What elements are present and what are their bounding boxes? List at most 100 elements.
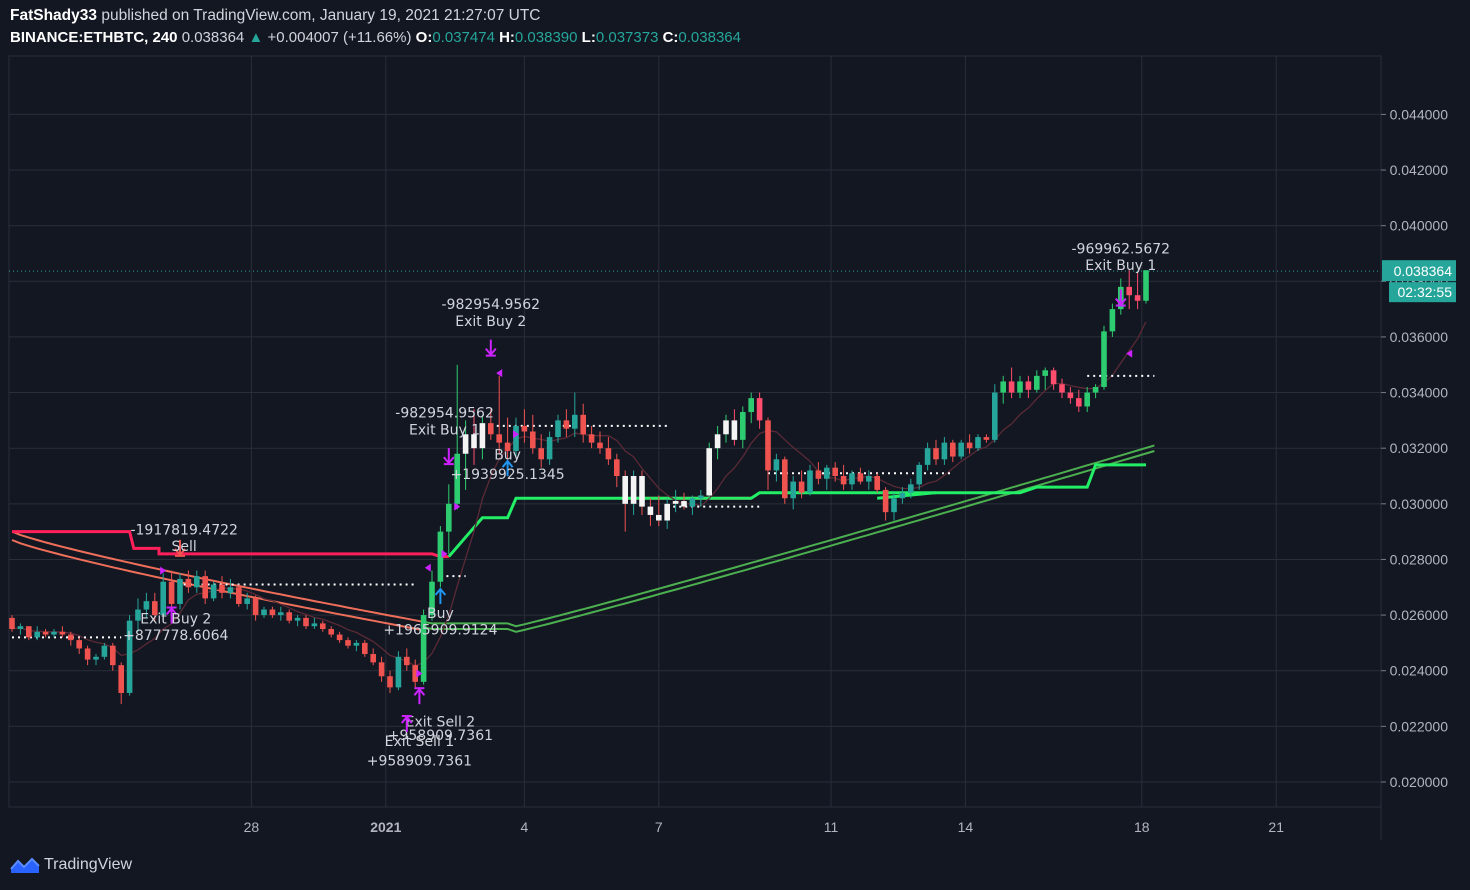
candle-body: [555, 420, 561, 438]
signal-label-top: Exit Sell 2: [406, 714, 476, 730]
candle: [1034, 370, 1040, 393]
candle-body: [639, 476, 645, 507]
candle: [807, 464, 813, 496]
candle-body: [286, 612, 292, 621]
time-tick-label: 14: [958, 819, 974, 835]
candle-body: [437, 531, 444, 582]
tradingview-logo[interactable]: TradingView: [10, 856, 132, 874]
signal-label-bottom: +1965909.9124: [383, 623, 497, 639]
candle: [152, 592, 158, 621]
candle: [185, 570, 192, 593]
candle-body: [874, 476, 880, 490]
slow-ma-upper: [423, 444, 1155, 628]
symbol-label[interactable]: BINANCE:ETHBTC, 240: [10, 29, 178, 46]
candle: [706, 442, 712, 499]
candle-body: [840, 476, 847, 485]
candle: [1008, 367, 1015, 399]
candle: [1025, 375, 1032, 399]
signal-label-bottom: Exit Buy 1: [1085, 258, 1156, 274]
candle: [395, 651, 402, 691]
candle-body: [194, 576, 200, 588]
signal-arrow-icon: [165, 606, 178, 624]
author-name[interactable]: FatShady33: [10, 7, 98, 24]
price-tick-label: 0.042000: [1390, 162, 1449, 178]
last-price: 0.038364: [181, 29, 245, 46]
candle: [244, 592, 250, 610]
candle: [849, 470, 855, 490]
axes: 0.0440000.0420000.0400000.0380000.036000…: [244, 106, 1456, 835]
candle: [563, 409, 570, 438]
candle: [765, 417, 771, 490]
signal-label-top: Buy: [494, 447, 521, 463]
candle: [93, 654, 99, 666]
candle: [303, 615, 309, 629]
candle-body: [294, 617, 301, 621]
candle-body: [924, 448, 931, 465]
candle-body: [429, 581, 435, 616]
signal-arrow-icon: [401, 714, 413, 732]
signal-arrow-icon: [434, 587, 447, 605]
low-value: 0.037373: [595, 29, 659, 46]
candle: [815, 462, 822, 485]
candle-body: [244, 598, 250, 604]
time-tick-label: 2021: [370, 819, 401, 835]
candle: [462, 420, 469, 490]
last-price-badge: [1382, 260, 1456, 282]
candle-body: [966, 442, 973, 449]
candle: [975, 434, 981, 451]
tradingview-wordmark: TradingView: [44, 856, 133, 873]
candle: [546, 431, 553, 465]
candle-body: [563, 420, 570, 429]
candle: [17, 623, 24, 635]
candle: [916, 462, 922, 490]
candle-body: [126, 620, 133, 693]
candle: [345, 637, 351, 649]
candle: [681, 492, 687, 510]
candle: [538, 434, 544, 468]
candle-body: [110, 645, 116, 666]
candle: [269, 606, 276, 618]
candle-body: [303, 617, 309, 627]
candle: [488, 409, 494, 440]
candle: [933, 439, 939, 465]
candle: [639, 470, 645, 515]
candle: [387, 670, 393, 693]
candle: [286, 609, 292, 624]
price-tick-label: 0.020000: [1390, 774, 1449, 790]
signal-arrow-icon: [174, 539, 186, 557]
candle-body: [370, 654, 376, 663]
signal-triangle-icon: [454, 502, 461, 511]
candle: [135, 598, 141, 632]
candle: [353, 640, 360, 652]
candle: [1050, 367, 1057, 390]
published-text: published on TradingView.com, January 19…: [101, 7, 541, 24]
candle-body: [496, 434, 502, 443]
signal-label-top: Exit Sell 1: [385, 734, 455, 750]
candle-body: [252, 598, 259, 616]
time-tick-label: 28: [244, 819, 260, 835]
signal-label-top: Buy: [427, 606, 454, 622]
candle-body: [714, 434, 721, 449]
arrow-head: [434, 587, 447, 596]
arrow-head: [501, 459, 514, 468]
candle: [832, 462, 838, 482]
candle: [874, 473, 880, 493]
candle-body: [1025, 381, 1032, 390]
candle: [689, 495, 696, 515]
candle: [605, 437, 612, 465]
candle: [160, 573, 166, 621]
candle-body: [1092, 386, 1099, 393]
candle: [857, 467, 864, 485]
candle-body: [185, 578, 192, 588]
candle-body: [219, 584, 225, 593]
candle-body: [471, 434, 477, 449]
candle-body: [958, 442, 964, 457]
signal-arrow-icon: [1115, 289, 1127, 307]
candle-body: [672, 501, 679, 504]
price-tick-label: 0.022000: [1390, 718, 1449, 734]
candle: [572, 392, 578, 438]
candle-body: [336, 634, 343, 641]
indicator-lines: [9, 270, 1381, 667]
candle: [328, 626, 334, 638]
